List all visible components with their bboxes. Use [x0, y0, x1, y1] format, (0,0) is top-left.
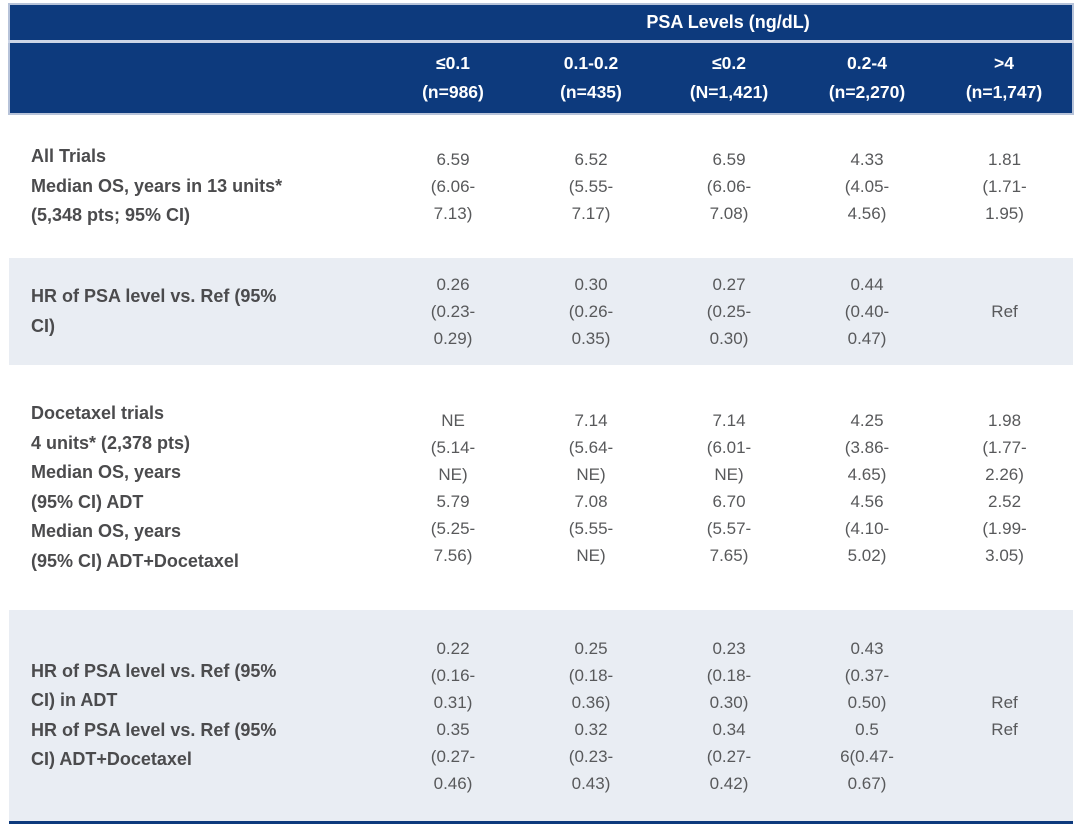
- cell: 0.23 (0.18- 0.30) 0.34 (0.27- 0.42): [660, 610, 798, 824]
- cell: 0.26 (0.23- 0.29): [430, 275, 476, 348]
- table-row-hr-all-trials: HR of PSA level vs. Ref (95% CI) 0.26 (0…: [9, 258, 1074, 365]
- col-header-gt-4: >4 (n=1,747): [936, 41, 1075, 115]
- cell: 1.81 (1.71- 1.95): [982, 150, 1027, 223]
- cell: 1.98 (1.77- 2.26) 2.52 (1.99- 3.05): [982, 410, 1027, 565]
- cell: 4.25 (3.86- 4.65) 4.56 (4.10- 5.02): [844, 410, 890, 565]
- cell: 6.59 (6.06- 7.13): [430, 150, 476, 223]
- cell: 0.30 (0.26- 0.35): [568, 275, 614, 348]
- row-label: All Trials Median OS, years in 13 units*…: [31, 146, 283, 226]
- cell: Ref: [991, 302, 1018, 321]
- row-label: HR of PSA level vs. Ref (95% CI): [31, 286, 277, 336]
- cell: 0.25 (0.18- 0.36) 0.32 (0.23- 0.43): [522, 610, 660, 824]
- col-header-0-2-to-4: 0.2-4 (n=2,270): [798, 41, 936, 115]
- cell: 0.43 (0.37- 0.50) 0.5 6(0.47- 0.67): [798, 610, 936, 824]
- cell: 6.52 (5.55- 7.17): [568, 150, 614, 223]
- col-header-le-0-2: ≤0.2 (N=1,421): [660, 41, 798, 115]
- table-row-hr-docetaxel: HR of PSA level vs. Ref (95% CI) in ADT …: [9, 610, 1074, 824]
- col-header-0-1-to-0-2: 0.1-0.2 (n=435): [522, 41, 660, 115]
- cell: 0.27 (0.25- 0.30): [706, 275, 752, 348]
- header-columns-row: ≤0.1 (n=986) 0.1-0.2 (n=435) ≤0.2 (N=1,4…: [8, 41, 1075, 115]
- header-corner-cell: [8, 3, 384, 43]
- cell: 4.33 (4.05- 4.56): [844, 150, 890, 223]
- row-label: HR of PSA level vs. Ref (95% CI) in ADT …: [9, 610, 384, 824]
- cell: 0.22 (0.16- 0.31) 0.35 (0.27- 0.46): [384, 610, 522, 824]
- cell: NE (5.14- NE) 5.79 (5.25- 7.56): [430, 410, 476, 565]
- table-row-all-trials: All Trials Median OS, years in 13 units*…: [9, 114, 1074, 258]
- cell: 7.14 (6.01- NE) 6.70 (5.57- 7.65): [706, 410, 752, 565]
- header-title-row: PSA Levels (ng/dL): [8, 3, 1075, 43]
- table-title: PSA Levels (ng/dL): [384, 3, 1075, 43]
- cell: 6.59 (6.06- 7.08): [706, 150, 752, 223]
- col-header-le-0-1: ≤0.1 (n=986): [384, 41, 522, 115]
- cell: Ref Ref: [936, 610, 1074, 824]
- cell: 7.14 (5.64- NE) 7.08 (5.55- NE): [568, 410, 614, 565]
- psa-levels-table: PSA Levels (ng/dL) ≤0.1 (n=986) 0.1-0.2 …: [8, 3, 1075, 824]
- row-label: Docetaxel trials 4 units* (2,378 pts) Me…: [31, 403, 239, 571]
- cell: 0.44 (0.40- 0.47): [844, 275, 890, 348]
- table-row-docetaxel-trials: Docetaxel trials 4 units* (2,378 pts) Me…: [9, 365, 1074, 610]
- header-label-spacer: [8, 41, 384, 115]
